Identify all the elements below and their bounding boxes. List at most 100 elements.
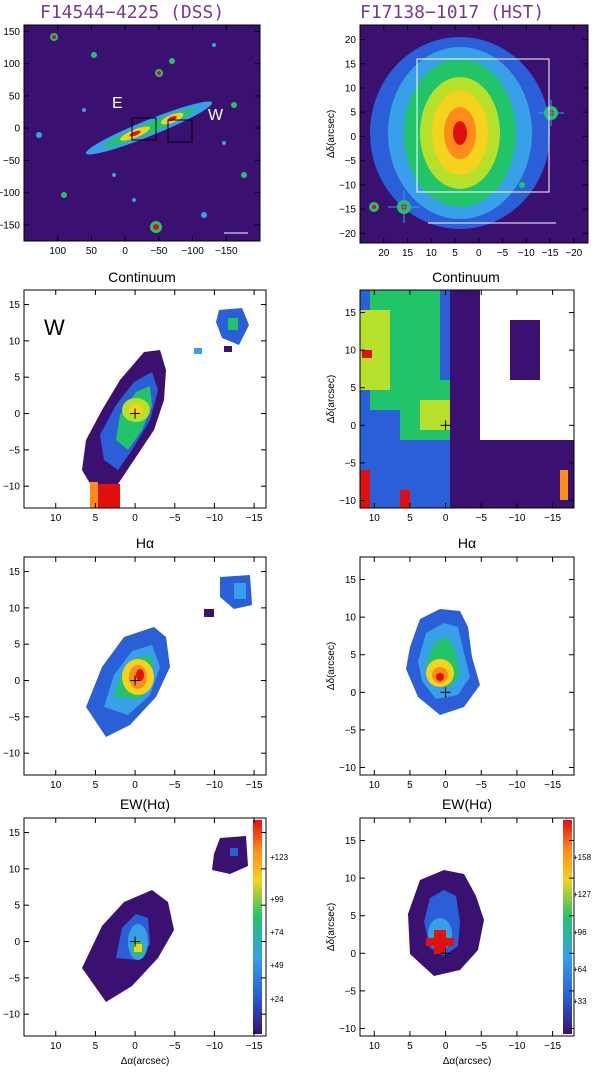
x-tick-label: 5 bbox=[93, 513, 99, 524]
y-tick-label: 10 bbox=[345, 346, 357, 357]
east-box bbox=[131, 117, 157, 141]
colorbar-right bbox=[563, 820, 572, 1034]
y-tick-label: −10 bbox=[339, 496, 356, 507]
y-tick-label: 15 bbox=[345, 308, 357, 319]
right-title: F17138−1017 (HST) bbox=[360, 2, 545, 23]
colorbar-tick-label: +127 bbox=[573, 890, 592, 899]
plot-frame bbox=[23, 817, 267, 1037]
continuum-emission-left bbox=[82, 308, 249, 508]
x-tick-label: 5 bbox=[93, 1041, 99, 1052]
colorbar-tick-label: +74 bbox=[270, 928, 284, 937]
plot-frame bbox=[23, 24, 261, 242]
y-axis-label: Δδ(arcsec) bbox=[0, 903, 1, 951]
halpha-map-right-plot bbox=[406, 609, 480, 715]
y-tick-label: 20 bbox=[345, 35, 357, 46]
colorbar-tick-label: +99 bbox=[270, 895, 284, 904]
y-tick-label: 0 bbox=[14, 124, 20, 135]
y-axis-label: Δδ(arcsec) bbox=[326, 642, 337, 690]
colorbar-left bbox=[253, 820, 262, 1034]
x-tick-label: 0 bbox=[443, 780, 449, 791]
y-tick-label: 15 bbox=[345, 59, 357, 70]
y-tick-label: −5 bbox=[345, 725, 357, 736]
y-tick-label: 0 bbox=[350, 421, 356, 432]
halpha-emission-left bbox=[86, 575, 252, 737]
x-tick-label: −15 bbox=[544, 1041, 561, 1052]
x-tick-label: 10 bbox=[426, 248, 438, 259]
east-label: E bbox=[112, 95, 123, 112]
x-tick-label: 15 bbox=[402, 248, 414, 259]
x-tick-label: −5 bbox=[169, 1041, 181, 1052]
y-tick-label: 10 bbox=[345, 874, 357, 885]
west-label: W bbox=[208, 107, 224, 124]
y-tick-label: 0 bbox=[14, 676, 20, 687]
x-tick-label: −10 bbox=[518, 248, 535, 259]
x-tick-label: 10 bbox=[50, 1041, 62, 1052]
x-tick-label: 10 bbox=[369, 513, 381, 524]
x-tick-label: 100 bbox=[49, 246, 66, 257]
y-tick-label: −5 bbox=[345, 156, 357, 167]
plot-frame bbox=[359, 817, 575, 1037]
hst-image bbox=[360, 25, 588, 243]
y-tick-label: 15 bbox=[9, 567, 21, 578]
x-axis-label: Δα(arcsec) bbox=[443, 1056, 492, 1067]
y-axis-label: Δδ(arcsec) bbox=[0, 642, 1, 690]
left-title: F14544−4225 (DSS) bbox=[40, 2, 225, 23]
x-tick-label: 0 bbox=[132, 513, 138, 524]
x-tick-label: 5 bbox=[407, 1041, 413, 1052]
continuum-map-left-plot bbox=[82, 308, 249, 508]
y-tick-label: 5 bbox=[350, 108, 356, 119]
halpha-map-right bbox=[360, 557, 574, 775]
y-tick-label: −150 bbox=[0, 220, 20, 231]
x-tick-label: −15 bbox=[246, 780, 263, 791]
y-tick-label: −100 bbox=[0, 188, 20, 199]
y-tick-label: 150 bbox=[3, 27, 20, 38]
y-tick-label: −50 bbox=[3, 156, 20, 167]
plot-frame bbox=[359, 556, 575, 776]
x-tick-label: 5 bbox=[452, 248, 458, 259]
ew-title-right: EW(Hα) bbox=[441, 796, 493, 812]
x-tick-label: −15 bbox=[246, 1041, 263, 1052]
continuum-emission-right bbox=[360, 290, 574, 508]
y-tick-label: 0 bbox=[14, 937, 20, 948]
y-tick-label: −10 bbox=[339, 180, 356, 191]
x-tick-label: 10 bbox=[369, 780, 381, 791]
x-tick-label: 10 bbox=[50, 780, 62, 791]
y-tick-label: 10 bbox=[9, 603, 21, 614]
y-axis-label: Δδ(arcsec) bbox=[0, 109, 1, 157]
x-tick-label: −5 bbox=[476, 1041, 488, 1052]
ew-emission-left bbox=[82, 836, 248, 1002]
y-tick-label: −10 bbox=[3, 749, 20, 760]
panel-marker-label: W bbox=[44, 315, 65, 340]
x-tick-label: −5 bbox=[476, 513, 488, 524]
y-tick-label: 5 bbox=[350, 650, 356, 661]
y-tick-label: 15 bbox=[9, 300, 21, 311]
y-tick-label: −10 bbox=[339, 763, 356, 774]
x-tick-label: 50 bbox=[86, 246, 98, 257]
y-tick-label: 10 bbox=[9, 864, 21, 875]
y-tick-label: 50 bbox=[9, 91, 21, 102]
plot-frame bbox=[359, 289, 575, 509]
ew-emission-right bbox=[408, 870, 484, 976]
ew-map-right-plot bbox=[408, 820, 572, 1034]
y-tick-label: 0 bbox=[350, 949, 356, 960]
y-tick-label: 15 bbox=[345, 575, 357, 586]
y-tick-label: −5 bbox=[345, 986, 357, 997]
x-tick-label: 20 bbox=[378, 248, 390, 259]
x-tick-label: −5 bbox=[169, 780, 181, 791]
x-tick-label: −15 bbox=[544, 780, 561, 791]
x-tick-label: −5 bbox=[497, 248, 509, 259]
x-tick-label: −10 bbox=[206, 780, 223, 791]
x-tick-label: −10 bbox=[508, 513, 525, 524]
x-tick-label: −10 bbox=[206, 513, 223, 524]
y-tick-label: −5 bbox=[9, 712, 21, 723]
halpha-title-left: Hα bbox=[135, 535, 155, 551]
continuum-map-left bbox=[24, 290, 266, 508]
x-tick-label: 0 bbox=[122, 246, 128, 257]
y-tick-label: −10 bbox=[339, 1024, 356, 1035]
y-tick-label: −5 bbox=[345, 458, 357, 469]
ew-map-right bbox=[360, 818, 574, 1036]
y-tick-label: 10 bbox=[345, 83, 357, 94]
galaxy-disk bbox=[370, 37, 550, 229]
y-tick-label: 5 bbox=[350, 383, 356, 394]
